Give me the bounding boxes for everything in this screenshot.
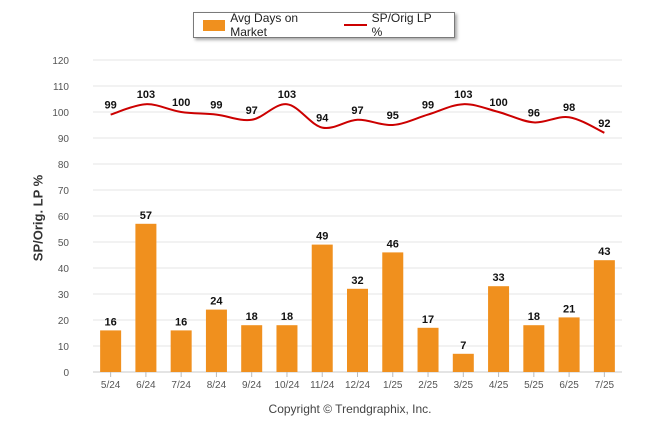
y-tick-label: 10 xyxy=(58,342,70,353)
bar xyxy=(100,330,122,372)
y-tick-label: 120 xyxy=(52,56,69,67)
x-tick-label: 1/25 xyxy=(383,380,403,391)
x-tick-label: 10/24 xyxy=(274,380,299,391)
bar-data-label: 43 xyxy=(598,246,610,258)
line-data-label: 103 xyxy=(454,89,472,101)
line-data-label: 99 xyxy=(105,100,117,112)
bar-data-label: 18 xyxy=(281,311,293,323)
bar-data-label: 33 xyxy=(492,272,504,284)
copyright-footer: Copyright © Trendgraphix, Inc. xyxy=(268,402,432,416)
x-tick-label: 5/25 xyxy=(524,380,544,391)
bar xyxy=(135,223,157,372)
legend: Avg Days on Market SP/Orig LP % xyxy=(193,11,455,39)
bar-data-label: 18 xyxy=(528,311,540,323)
line-data-label: 98 xyxy=(563,102,575,114)
line-data-label: 96 xyxy=(528,107,540,119)
series-line xyxy=(110,103,605,134)
line-data-label: 94 xyxy=(316,113,329,125)
line-data-label: 103 xyxy=(278,89,296,101)
x-tick-label: 11/24 xyxy=(310,380,335,391)
y-tick-label: 40 xyxy=(58,264,70,275)
x-tick-label: 4/25 xyxy=(489,380,509,391)
bar xyxy=(452,353,474,372)
line-data-label: 95 xyxy=(387,110,399,122)
bar-data-label: 57 xyxy=(140,210,152,222)
x-tick-label: 9/24 xyxy=(242,380,262,391)
x-tick-label: 3/25 xyxy=(454,380,474,391)
bar-swatch-icon xyxy=(203,19,226,31)
line-data-label: 99 xyxy=(210,100,222,112)
legend-label-line: SP/Orig LP % xyxy=(371,11,432,39)
x-tick-label: 6/24 xyxy=(136,380,156,391)
bar xyxy=(311,244,333,372)
line-data-label: 103 xyxy=(137,89,155,101)
y-tick-label: 80 xyxy=(58,160,70,171)
bar-data-label: 16 xyxy=(105,316,117,328)
y-tick-label: 110 xyxy=(53,82,69,93)
line-data-label: 97 xyxy=(246,105,258,117)
legend-item-bars: Avg Days on Market xyxy=(203,11,330,39)
bar-data-label: 32 xyxy=(351,275,363,287)
y-tick-label: 70 xyxy=(58,186,70,197)
bar-data-label: 18 xyxy=(246,311,258,323)
x-tick-label: 8/24 xyxy=(207,380,227,391)
bar-data-label: 21 xyxy=(563,303,575,315)
y-tick-label: 90 xyxy=(58,134,70,145)
bar xyxy=(523,325,545,372)
bar xyxy=(382,252,404,372)
y-tick-label: 60 xyxy=(58,212,70,223)
y-tick-label: 20 xyxy=(58,316,70,327)
x-tick-label: 7/24 xyxy=(171,380,191,391)
x-tick-label: 7/25 xyxy=(595,380,615,391)
x-tick-label: 12/24 xyxy=(345,380,370,391)
x-tick-label: 2/25 xyxy=(418,380,438,391)
bar xyxy=(241,325,263,372)
bar-data-label: 49 xyxy=(316,231,328,243)
bar xyxy=(417,327,439,372)
line-swatch-icon xyxy=(344,24,367,26)
bar-data-label: 24 xyxy=(210,296,223,308)
bar-data-label: 46 xyxy=(387,238,399,250)
line-data-label: 100 xyxy=(489,97,507,109)
bar xyxy=(488,286,510,372)
x-tick-label: 5/24 xyxy=(101,380,121,391)
bar-data-label: 16 xyxy=(175,316,187,328)
x-tick-label: 6/25 xyxy=(559,380,579,391)
bar xyxy=(276,325,298,372)
legend-item-line: SP/Orig LP % xyxy=(344,11,440,39)
bar xyxy=(347,288,368,372)
bar xyxy=(558,317,580,372)
line-data-label: 99 xyxy=(422,100,434,112)
y-tick-label: 0 xyxy=(63,368,69,379)
bar xyxy=(593,260,615,372)
line-data-label: 100 xyxy=(172,97,190,109)
bar-data-label: 7 xyxy=(460,340,466,352)
y-tick-label: 100 xyxy=(52,108,69,119)
bar xyxy=(205,309,227,372)
bar-data-label: 17 xyxy=(422,314,434,326)
line-data-label: 92 xyxy=(598,118,610,130)
bar xyxy=(170,330,192,372)
line-data-label: 97 xyxy=(351,105,363,117)
legend-label-bars: Avg Days on Market xyxy=(230,11,299,39)
y-tick-label: 30 xyxy=(58,290,70,301)
y-tick-label: 50 xyxy=(58,238,70,249)
